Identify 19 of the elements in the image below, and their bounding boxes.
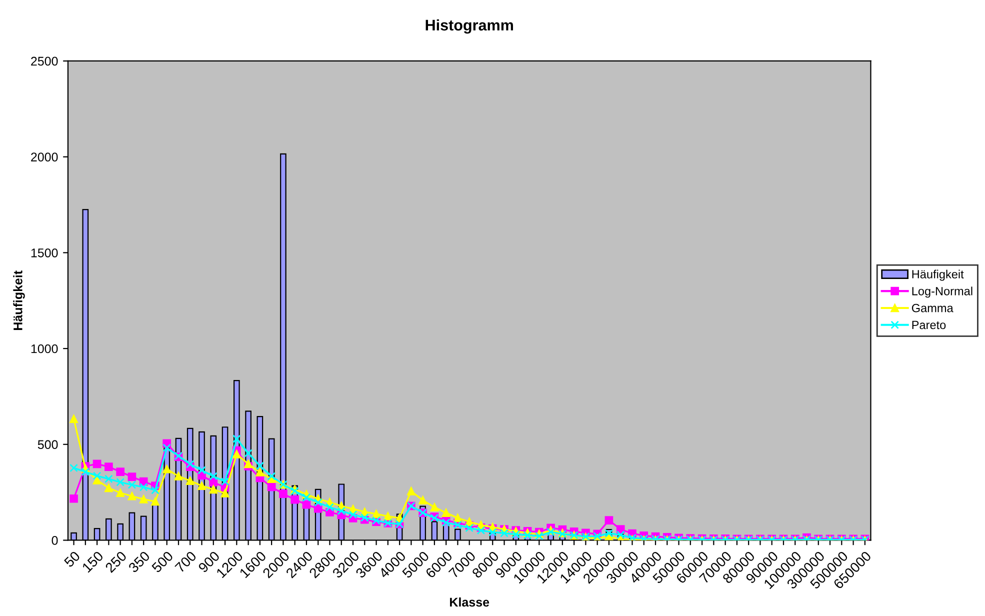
legend-label: Häufigkeit	[912, 270, 964, 281]
x-tick-label: 150	[82, 550, 104, 573]
y-tick-label: 1000	[31, 344, 58, 354]
x-tick-label: 700	[174, 550, 197, 574]
legend-label: Gamma	[912, 304, 954, 312]
x-axis-title: Klasse	[450, 597, 490, 607]
x-tick-label: 250	[104, 550, 128, 574]
legend-label: Log-Normal	[912, 286, 972, 298]
y-axis-title: Häufigkeit	[13, 270, 25, 330]
chart-title: Histogramm	[426, 19, 513, 34]
y-tick-label: 1500	[31, 248, 58, 258]
x-tick-label: 500	[151, 550, 174, 574]
y-tick-label: 500	[38, 440, 58, 450]
y-tick-label: 0	[52, 536, 58, 545]
y-tick-label: 2500	[31, 56, 58, 66]
legend-label: Pareto	[912, 320, 946, 330]
x-tick-label: 50	[64, 550, 81, 568]
x-tick-label: 350	[128, 550, 150, 574]
y-tick-label: 2000	[31, 152, 58, 162]
